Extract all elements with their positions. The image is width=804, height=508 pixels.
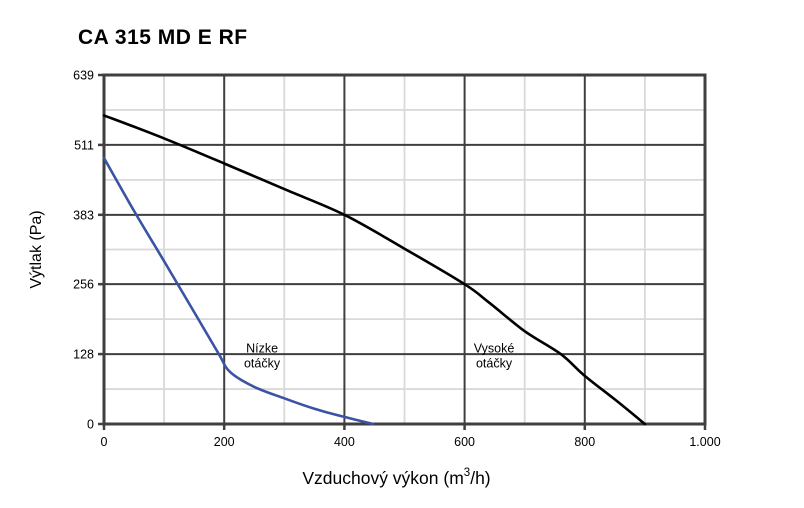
x-tick-label: 400: [334, 435, 355, 449]
y-tick-label: 383: [73, 208, 94, 222]
y-tick-label: 128: [73, 348, 94, 362]
x-tick-label: 1.000: [689, 435, 720, 449]
curve-annotation-nizke-otacky: Nízke otáčky: [244, 341, 281, 370]
curve-annotation-vysoke-otacky: Vysoké otáčky: [474, 341, 515, 370]
x-tick-label: 200: [214, 435, 235, 449]
series-curve-nizke-otacky: [102, 156, 375, 426]
x-tick-label: 800: [574, 435, 595, 449]
series-curve-vysoke-otacky: [102, 114, 647, 426]
y-tick-label: 639: [73, 69, 94, 83]
x-tick-label: 600: [454, 435, 475, 449]
y-tick-label: 256: [73, 278, 94, 292]
x-axis-label: Vzduchový výkon (m3/h): [302, 467, 490, 488]
chart-title: CA 315 MD E RF: [78, 26, 248, 49]
x-tick-label: 0: [101, 435, 108, 449]
y-tick-label: 0: [87, 418, 94, 432]
plot-border: [102, 73, 707, 426]
y-tick-label: 511: [74, 138, 94, 152]
y-axis-label: Výtlak (Pa): [28, 210, 45, 288]
